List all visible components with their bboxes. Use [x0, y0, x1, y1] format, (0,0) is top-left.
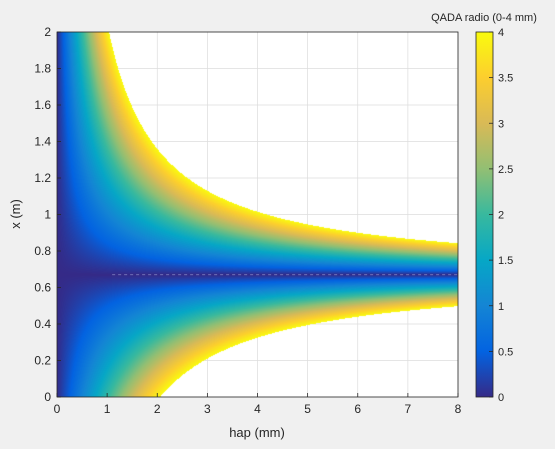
y-tick-label: 1.6: [34, 98, 51, 112]
y-tick-label: 0.6: [34, 281, 51, 295]
y-tick-label: 1: [44, 208, 51, 222]
x-tick-label: 2: [154, 402, 161, 416]
y-axis-ticks: 0 0.2 0.4 0.6 0.8 1 1.2 1.4 1.6 1.8 2: [34, 25, 61, 404]
colorbar-ticks: 0 0.5 1 1.5 2 2.5 3 3.5 4: [489, 27, 513, 404]
colorbar-tick-label: 1: [498, 301, 504, 313]
colorbar-tick-label: 2.5: [498, 164, 513, 176]
colorbar-title: QADA radio (0-4 mm): [431, 12, 537, 24]
y-tick-label: 1.8: [34, 62, 51, 76]
x-tick-label: 6: [354, 402, 361, 416]
y-tick-label: 0.8: [34, 244, 51, 258]
colorbar-tick-label: 0: [498, 392, 504, 404]
y-tick-label: 2: [44, 25, 51, 39]
x-tick-label: 3: [204, 402, 211, 416]
x-tick-label: 8: [455, 402, 462, 416]
x-axis-label: hap (mm): [229, 425, 285, 440]
x-tick-label: 1: [104, 402, 111, 416]
colorbar-tick-label: 3: [498, 118, 504, 130]
colorbar-tick-label: 2: [498, 210, 504, 222]
y-axis-label: x (m): [8, 199, 23, 229]
y-tick-label: 1.2: [34, 171, 51, 185]
y-tick-label: 1.4: [34, 135, 51, 149]
y-tick-label: 0.2: [34, 354, 51, 368]
colorbar-tick-label: 0.5: [498, 346, 513, 358]
heatmap-surface: [57, 32, 458, 397]
y-tick-label: 0.4: [34, 317, 51, 331]
x-axis-ticks: 0 1 2 3 4 5 6 7 8: [54, 393, 462, 416]
y-tick-label: 0: [44, 390, 51, 404]
colorbar-tick-label: 4: [498, 27, 504, 39]
colorbar-tick-label: 3.5: [498, 73, 513, 85]
x-tick-label: 7: [405, 402, 412, 416]
colorbar-tick-label: 1.5: [498, 255, 513, 267]
x-tick-label: 0: [54, 402, 61, 416]
x-tick-label: 4: [254, 402, 261, 416]
x-tick-label: 5: [304, 402, 311, 416]
